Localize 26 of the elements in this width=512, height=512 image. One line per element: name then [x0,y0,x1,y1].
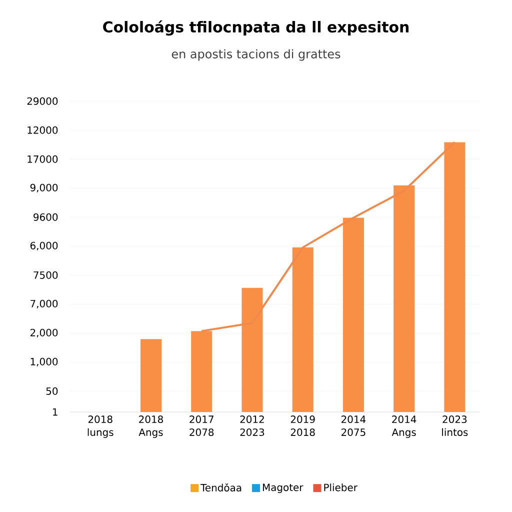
x-tick-label: 2018 lungs [88,416,114,438]
x-tick-label: 2014 Angs [392,416,416,438]
x-tick-label: 2014 2075 [342,416,366,436]
text: 7,000 [30,300,58,308]
chart-subtitle: en apostis tacions di grattes [172,49,340,61]
text: 12000 [28,126,58,134]
text: 9600 [34,213,58,221]
x-tick-label: 2012 2023 [240,416,264,436]
text: 6,000 [30,242,58,250]
x-tick-label: 2017 2078 [190,416,214,436]
legend-label: Magoter [262,484,304,494]
legend-label: Tendǒaa [200,483,242,492]
bar [140,339,162,412]
text: 1 [53,408,58,416]
text: 17000 [28,155,58,163]
x-tick-label: 2019 2018 [290,416,315,436]
legend-label: Plieber [324,484,358,492]
chart-title: Cololoágs tfilocnpata da ll expesiton [103,20,409,36]
text: 1,000 [30,358,58,366]
text: 7500 [34,271,58,279]
text: 2,000 [30,328,58,338]
text: 29000 [27,97,58,105]
x-tick-label: 2018 Angs [138,416,163,438]
x-tick-label: 2023 lintos [442,416,468,436]
text: 50 [46,387,58,395]
text: 9,000 [30,184,58,192]
